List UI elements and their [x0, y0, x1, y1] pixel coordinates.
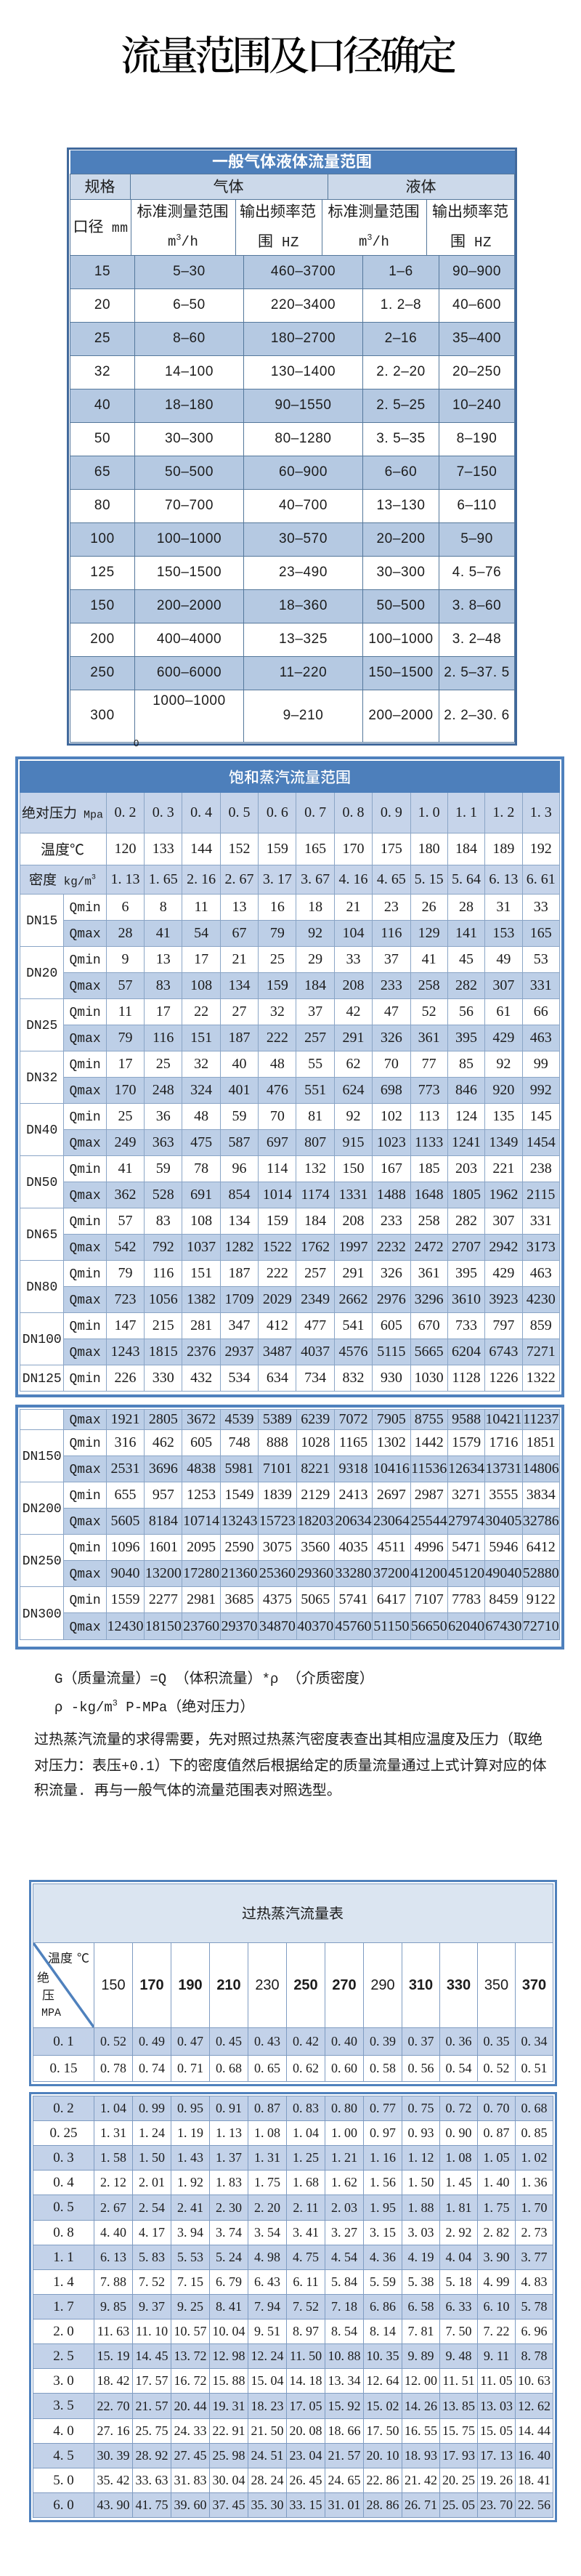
svg-text:P-MPa: P-MPa [118, 1700, 167, 1714]
svg-text:3: 3 [92, 873, 96, 881]
svg-text:*ρ: *ρ [262, 1671, 287, 1686]
svg-text:HZ: HZ [273, 235, 298, 249]
svg-text:3: 3 [113, 1699, 118, 1708]
svg-text:kg/m: kg/m [57, 876, 92, 888]
svg-text:mm: mm [104, 222, 128, 235]
svg-text:/h: /h [373, 234, 390, 249]
svg-text:/h: /h [182, 234, 199, 249]
svg-text:ρ -kg/m: ρ -kg/m [54, 1700, 113, 1714]
svg-text:G: G [54, 1671, 62, 1686]
svg-text:.: . [78, 1783, 94, 1798]
svg-text:3: 3 [367, 233, 373, 243]
svg-text:m: m [168, 234, 176, 249]
svg-text:+0.1: +0.1 [121, 1759, 155, 1773]
svg-text:m: m [359, 234, 367, 249]
svg-text:HZ: HZ [466, 235, 491, 249]
svg-text:3: 3 [176, 233, 182, 243]
svg-text:=Q: =Q [150, 1671, 174, 1686]
svg-text:Mpa: Mpa [77, 809, 103, 821]
